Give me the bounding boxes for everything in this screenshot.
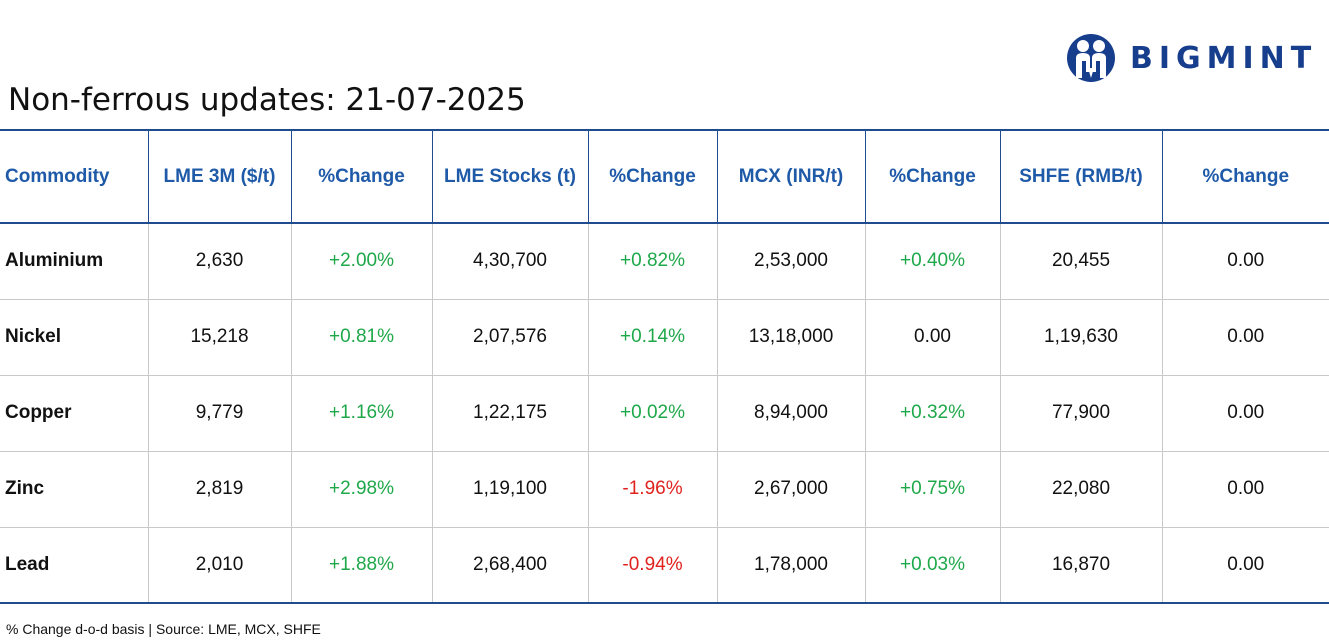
lme-3m-value: 2,630 <box>147 223 291 300</box>
bigmint-logo: BIGMINT <box>1066 34 1317 82</box>
people-logo-icon <box>1067 34 1115 82</box>
lme-stocks-change: -0.94% <box>587 527 717 604</box>
source-footnote: % Change d-o-d basis | Source: LME, MCX,… <box>6 621 321 637</box>
shfe-value: 77,900 <box>999 375 1162 452</box>
lme-3m-change: +1.88% <box>290 527 432 604</box>
mcx-change: +0.75% <box>864 451 1000 528</box>
shfe-change: 0.00 <box>1161 223 1329 300</box>
brand-name: BIGMINT <box>1130 40 1318 76</box>
commodity-name: Aluminium <box>0 223 148 300</box>
page-title: Non-ferrous updates: 21-07-2025 <box>8 82 526 118</box>
table-row: Copper 9,779 +1.16% 1,22,175 +0.02% 8,94… <box>0 375 1329 452</box>
mcx-value: 2,53,000 <box>716 223 865 300</box>
lme-stocks-change: +0.82% <box>587 223 717 300</box>
lme-3m-value: 2,010 <box>147 527 291 604</box>
shfe-change: 0.00 <box>1161 375 1329 452</box>
table-row: Aluminium 2,630 +2.00% 4,30,700 +0.82% 2… <box>0 223 1329 300</box>
shfe-value: 16,870 <box>999 527 1162 604</box>
mcx-change: +0.40% <box>864 223 1000 300</box>
header-mcx: MCX (INR/t) <box>716 129 865 224</box>
header-shfe-change: %Change <box>1161 129 1329 224</box>
mcx-value: 13,18,000 <box>716 299 865 376</box>
lme-stocks-change: +0.14% <box>587 299 717 376</box>
shfe-value: 1,19,630 <box>999 299 1162 376</box>
shfe-change: 0.00 <box>1161 299 1329 376</box>
mcx-change: +0.32% <box>864 375 1000 452</box>
lme-3m-change: +2.00% <box>290 223 432 300</box>
lme-3m-change: +2.98% <box>290 451 432 528</box>
lme-stocks-change: -1.96% <box>587 451 717 528</box>
commodity-name: Lead <box>0 527 148 604</box>
table-row: Zinc 2,819 +2.98% 1,19,100 -1.96% 2,67,0… <box>0 451 1329 528</box>
commodity-name: Zinc <box>0 451 148 528</box>
lme-stocks-value: 1,22,175 <box>431 375 588 452</box>
lme-stocks-value: 2,68,400 <box>431 527 588 604</box>
lme-stocks-value: 4,30,700 <box>431 223 588 300</box>
mcx-value: 8,94,000 <box>716 375 865 452</box>
lme-3m-value: 2,819 <box>147 451 291 528</box>
header-lme-stocks: LME Stocks (t) <box>431 129 588 224</box>
header-commodity: Commodity <box>0 129 148 224</box>
header-lme-3m-change: %Change <box>290 129 432 224</box>
header-shfe: SHFE (RMB/t) <box>999 129 1162 224</box>
table-row: Nickel 15,218 +0.81% 2,07,576 +0.14% 13,… <box>0 299 1329 376</box>
lme-stocks-value: 2,07,576 <box>431 299 588 376</box>
mcx-change: +0.03% <box>864 527 1000 604</box>
header-lme-stocks-change: %Change <box>587 129 717 224</box>
commodity-name: Copper <box>0 375 148 452</box>
shfe-change: 0.00 <box>1161 527 1329 604</box>
mcx-value: 2,67,000 <box>716 451 865 528</box>
shfe-change: 0.00 <box>1161 451 1329 528</box>
mcx-value: 1,78,000 <box>716 527 865 604</box>
lme-stocks-change: +0.02% <box>587 375 717 452</box>
lme-3m-value: 9,779 <box>147 375 291 452</box>
table-row: Lead 2,010 +1.88% 2,68,400 -0.94% 1,78,0… <box>0 527 1329 604</box>
header-mcx-change: %Change <box>864 129 1000 224</box>
shfe-value: 22,080 <box>999 451 1162 528</box>
commodity-table: Commodity LME 3M ($/t) %Change LME Stock… <box>0 129 1329 604</box>
shfe-value: 20,455 <box>999 223 1162 300</box>
table-header-row: Commodity LME 3M ($/t) %Change LME Stock… <box>0 129 1329 224</box>
commodity-name: Nickel <box>0 299 148 376</box>
lme-3m-value: 15,218 <box>147 299 291 376</box>
lme-3m-change: +0.81% <box>290 299 432 376</box>
lme-3m-change: +1.16% <box>290 375 432 452</box>
mcx-change: 0.00 <box>864 299 1000 376</box>
header-lme-3m: LME 3M ($/t) <box>147 129 291 224</box>
lme-stocks-value: 1,19,100 <box>431 451 588 528</box>
